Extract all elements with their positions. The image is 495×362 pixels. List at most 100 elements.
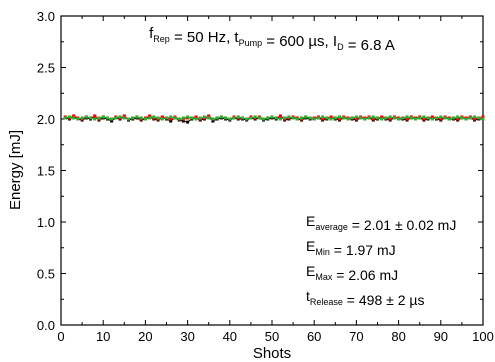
- data-point: [257, 116, 261, 120]
- x-tick-label: 20: [138, 329, 152, 344]
- data-point: [397, 117, 401, 121]
- data-point: [388, 115, 392, 119]
- data-point: [413, 117, 417, 121]
- data-point: [127, 117, 131, 121]
- data-point: [253, 115, 257, 119]
- data-point: [439, 115, 443, 119]
- data-point: [401, 116, 405, 120]
- data-point: [215, 116, 219, 120]
- data-point: [278, 117, 282, 121]
- data-point: [274, 116, 278, 120]
- annotation-line: EMax = 2.06 mJ: [306, 263, 398, 283]
- data-point: [473, 117, 477, 121]
- y-tick-label: 0.5: [37, 267, 55, 282]
- data-point: [405, 117, 409, 121]
- x-tick-label: 50: [265, 329, 279, 344]
- x-tick-label: 60: [307, 329, 321, 344]
- data-point: [160, 117, 164, 121]
- data-point: [93, 117, 97, 121]
- data-point: [278, 114, 282, 118]
- data-point: [371, 117, 375, 121]
- data-point: [249, 116, 253, 120]
- data-point: [354, 115, 358, 119]
- data-point: [338, 115, 342, 119]
- data-point: [342, 116, 346, 120]
- data-point: [426, 116, 430, 120]
- data-point: [477, 116, 481, 120]
- data-point: [418, 116, 422, 120]
- data-point: [114, 116, 118, 120]
- data-point: [262, 117, 266, 121]
- data-point: [443, 116, 447, 120]
- data-point: [435, 116, 439, 120]
- x-tick-label: 100: [472, 329, 494, 344]
- data-point: [439, 117, 443, 121]
- data-point: [101, 115, 105, 119]
- data-point: [363, 117, 367, 121]
- chart-title: fRep = 50 Hz, tPump = 600 µs, ID = 6.8 A: [149, 25, 395, 54]
- data-point: [422, 115, 426, 119]
- data-point: [308, 116, 312, 120]
- data-point: [122, 116, 126, 120]
- y-tick-label: 2.0: [37, 112, 55, 127]
- data-point: [409, 116, 413, 120]
- data-point: [63, 116, 67, 120]
- data-point: [105, 116, 109, 120]
- data-point: [312, 117, 316, 121]
- data-point: [350, 116, 354, 120]
- data-point: [405, 115, 409, 119]
- x-tick-label: 90: [434, 329, 448, 344]
- data-point: [384, 116, 388, 120]
- data-point: [468, 116, 472, 120]
- data-point: [76, 117, 80, 121]
- axis-ticks: 0 10 20 30 40 50 60 70 80 90 100 0.0 0.5 1.0 1.5 2.0 2.5…: [37, 9, 494, 344]
- data-point: [481, 117, 485, 121]
- data-point: [371, 115, 375, 119]
- data-point: [329, 115, 333, 119]
- data-point: [354, 117, 358, 121]
- annotation-line: EMin = 1.97 mJ: [306, 238, 396, 258]
- series-1: [63, 115, 485, 124]
- annotation-line: tRelease = 498 ± 2 µs: [306, 288, 424, 308]
- y-tick-label: 2.5: [37, 61, 55, 76]
- data-point: [430, 115, 434, 119]
- data-point: [165, 116, 168, 120]
- data-point: [110, 119, 114, 123]
- plot-frame: [60, 15, 484, 326]
- data-point: [245, 117, 249, 121]
- data-point: [173, 116, 177, 120]
- data-point: [388, 117, 392, 121]
- data-point: [333, 116, 337, 120]
- data-point: [380, 117, 384, 121]
- data-point: [177, 117, 181, 121]
- data-point: [97, 116, 101, 120]
- data-point: [481, 115, 485, 119]
- data-point: [430, 117, 434, 121]
- data-point: [300, 116, 304, 120]
- data-point: [304, 115, 308, 119]
- data-point: [422, 117, 426, 121]
- data-point: [270, 115, 274, 119]
- series-line: [65, 116, 484, 120]
- data-point: [181, 119, 185, 123]
- data-point: [338, 117, 342, 121]
- data-point: [295, 117, 299, 121]
- data-point: [283, 116, 287, 120]
- y-tick-label: 3.0: [37, 9, 55, 24]
- data-point: [346, 117, 350, 121]
- data-point: [202, 115, 206, 119]
- data-point: [84, 115, 88, 119]
- data-point: [152, 115, 156, 119]
- data-point: [207, 114, 211, 118]
- data-point: [198, 116, 202, 120]
- data-point: [169, 119, 173, 123]
- data-point: [207, 116, 211, 120]
- x-axis-label: Shots: [253, 345, 291, 362]
- data-point: [224, 116, 228, 120]
- data-point: [181, 116, 185, 120]
- data-point: [72, 114, 76, 118]
- data-point: [380, 115, 384, 119]
- y-tick-label: 0.0: [37, 318, 55, 333]
- x-tick-label: 70: [349, 329, 363, 344]
- data-point: [359, 116, 363, 120]
